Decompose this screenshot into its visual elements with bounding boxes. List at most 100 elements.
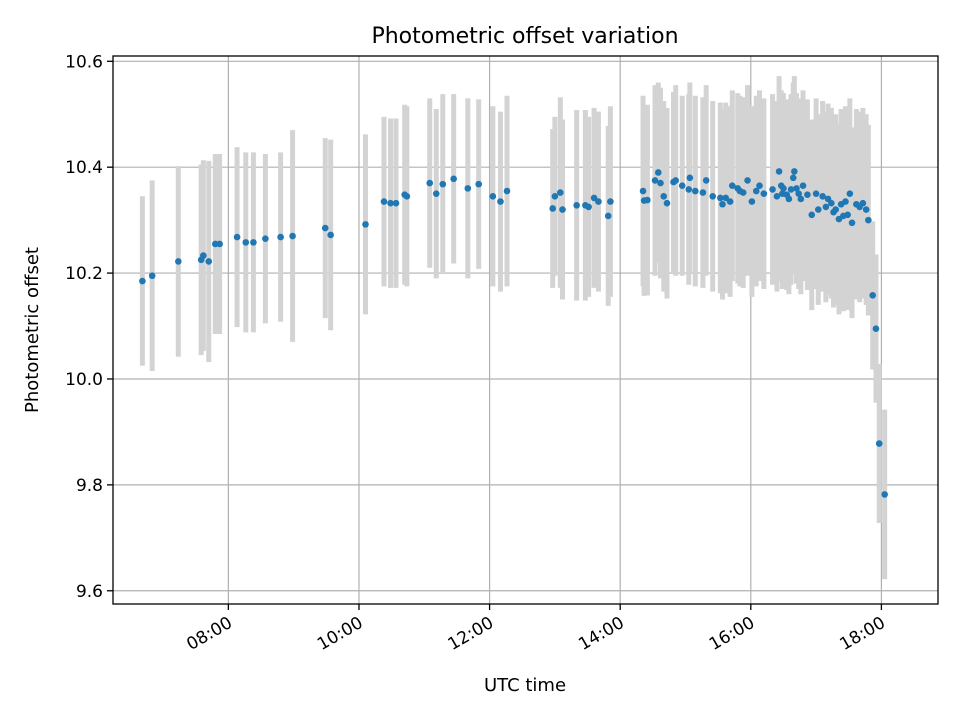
x-axis-label: UTC time bbox=[484, 675, 566, 696]
y-axis-ticks: 9.6 9.8 10.0 10.2 10.4 10.6 bbox=[65, 52, 113, 602]
data-point bbox=[722, 194, 730, 202]
data-point bbox=[439, 180, 447, 188]
x-tick-label: 18:00 bbox=[836, 613, 888, 655]
data-point bbox=[760, 190, 768, 197]
error-bars bbox=[139, 76, 888, 580]
data-point bbox=[557, 189, 564, 196]
data-point bbox=[819, 193, 826, 200]
data-point bbox=[497, 198, 504, 205]
data-point bbox=[585, 203, 592, 211]
x-tick-label: 14:00 bbox=[575, 613, 627, 655]
data-point bbox=[881, 491, 888, 498]
data-point bbox=[139, 277, 146, 285]
data-point bbox=[660, 193, 668, 200]
data-point bbox=[657, 179, 664, 187]
data-point bbox=[793, 185, 800, 192]
data-point bbox=[644, 196, 651, 204]
data-point bbox=[362, 221, 369, 228]
data-point bbox=[785, 195, 793, 203]
data-point bbox=[654, 169, 662, 176]
data-point bbox=[475, 180, 482, 188]
data-point bbox=[289, 232, 296, 240]
data-point bbox=[797, 195, 805, 203]
data-point bbox=[814, 206, 822, 213]
data-point bbox=[205, 258, 213, 265]
data-point bbox=[822, 203, 830, 211]
data-point bbox=[426, 179, 434, 187]
data-point bbox=[691, 187, 699, 195]
data-point bbox=[775, 168, 783, 175]
data-point bbox=[702, 177, 710, 184]
data-point bbox=[739, 189, 747, 196]
data-point bbox=[464, 185, 472, 192]
data-point bbox=[607, 198, 614, 205]
data-point bbox=[812, 190, 820, 197]
data-point bbox=[327, 231, 334, 239]
y-tick-label: 9.6 bbox=[76, 582, 103, 602]
data-point bbox=[277, 233, 284, 241]
data-point bbox=[250, 239, 257, 246]
data-point bbox=[559, 206, 566, 213]
data-point bbox=[549, 205, 557, 212]
y-tick-label: 10.6 bbox=[65, 52, 103, 72]
x-tick-label: 10:00 bbox=[314, 613, 366, 655]
data-point bbox=[795, 190, 802, 197]
data-point bbox=[387, 199, 394, 207]
data-point bbox=[380, 198, 388, 205]
data-point bbox=[769, 186, 776, 193]
data-point bbox=[846, 190, 854, 197]
data-point bbox=[808, 211, 816, 219]
data-point bbox=[148, 272, 156, 280]
data-point bbox=[752, 187, 760, 195]
data-point bbox=[321, 224, 329, 232]
data-point bbox=[862, 206, 870, 213]
data-point bbox=[773, 193, 781, 200]
data-point bbox=[791, 168, 798, 175]
x-axis-ticks: 08:00 10:00 12:00 14:00 16:00 18:00 bbox=[183, 604, 889, 655]
data-point bbox=[392, 199, 400, 207]
data-point bbox=[875, 440, 883, 447]
chart-title: Photometric offset variation bbox=[371, 24, 678, 49]
data-point bbox=[590, 194, 598, 202]
y-tick-label: 10.4 bbox=[65, 158, 103, 178]
data-point bbox=[216, 240, 223, 248]
x-tick-label: 12:00 bbox=[445, 613, 497, 655]
data-point bbox=[200, 252, 207, 259]
x-tick-label: 16:00 bbox=[706, 613, 758, 655]
data-point bbox=[503, 187, 511, 195]
data-point bbox=[175, 258, 182, 265]
data-point bbox=[262, 235, 269, 242]
data-point bbox=[573, 202, 580, 209]
data-point bbox=[787, 186, 795, 193]
data-point bbox=[685, 186, 693, 193]
x-tick-label: 08:00 bbox=[183, 613, 235, 655]
y-tick-label: 10.2 bbox=[65, 264, 103, 284]
data-point bbox=[639, 187, 647, 195]
data-point bbox=[848, 219, 856, 227]
data-point bbox=[686, 174, 694, 182]
data-point bbox=[233, 233, 241, 241]
data-point bbox=[726, 198, 734, 205]
data-point bbox=[699, 189, 707, 196]
data-point bbox=[663, 199, 671, 207]
data-point bbox=[709, 193, 717, 200]
data-point bbox=[450, 175, 457, 183]
data-point bbox=[489, 193, 497, 200]
data-point bbox=[789, 174, 797, 182]
data-point bbox=[859, 199, 867, 207]
data-point bbox=[604, 212, 612, 220]
data-point bbox=[748, 198, 756, 205]
data-point bbox=[804, 191, 811, 199]
data-point bbox=[728, 182, 736, 190]
data-point bbox=[432, 190, 440, 197]
data-point bbox=[551, 193, 559, 200]
y-axis-label: Photometric offset bbox=[22, 247, 43, 413]
data-point bbox=[719, 200, 726, 208]
data-point bbox=[672, 177, 679, 184]
data-point bbox=[828, 199, 835, 207]
data-point bbox=[844, 211, 851, 219]
data-point bbox=[832, 206, 839, 213]
y-tick-label: 9.8 bbox=[76, 476, 103, 496]
data-point bbox=[717, 194, 724, 202]
